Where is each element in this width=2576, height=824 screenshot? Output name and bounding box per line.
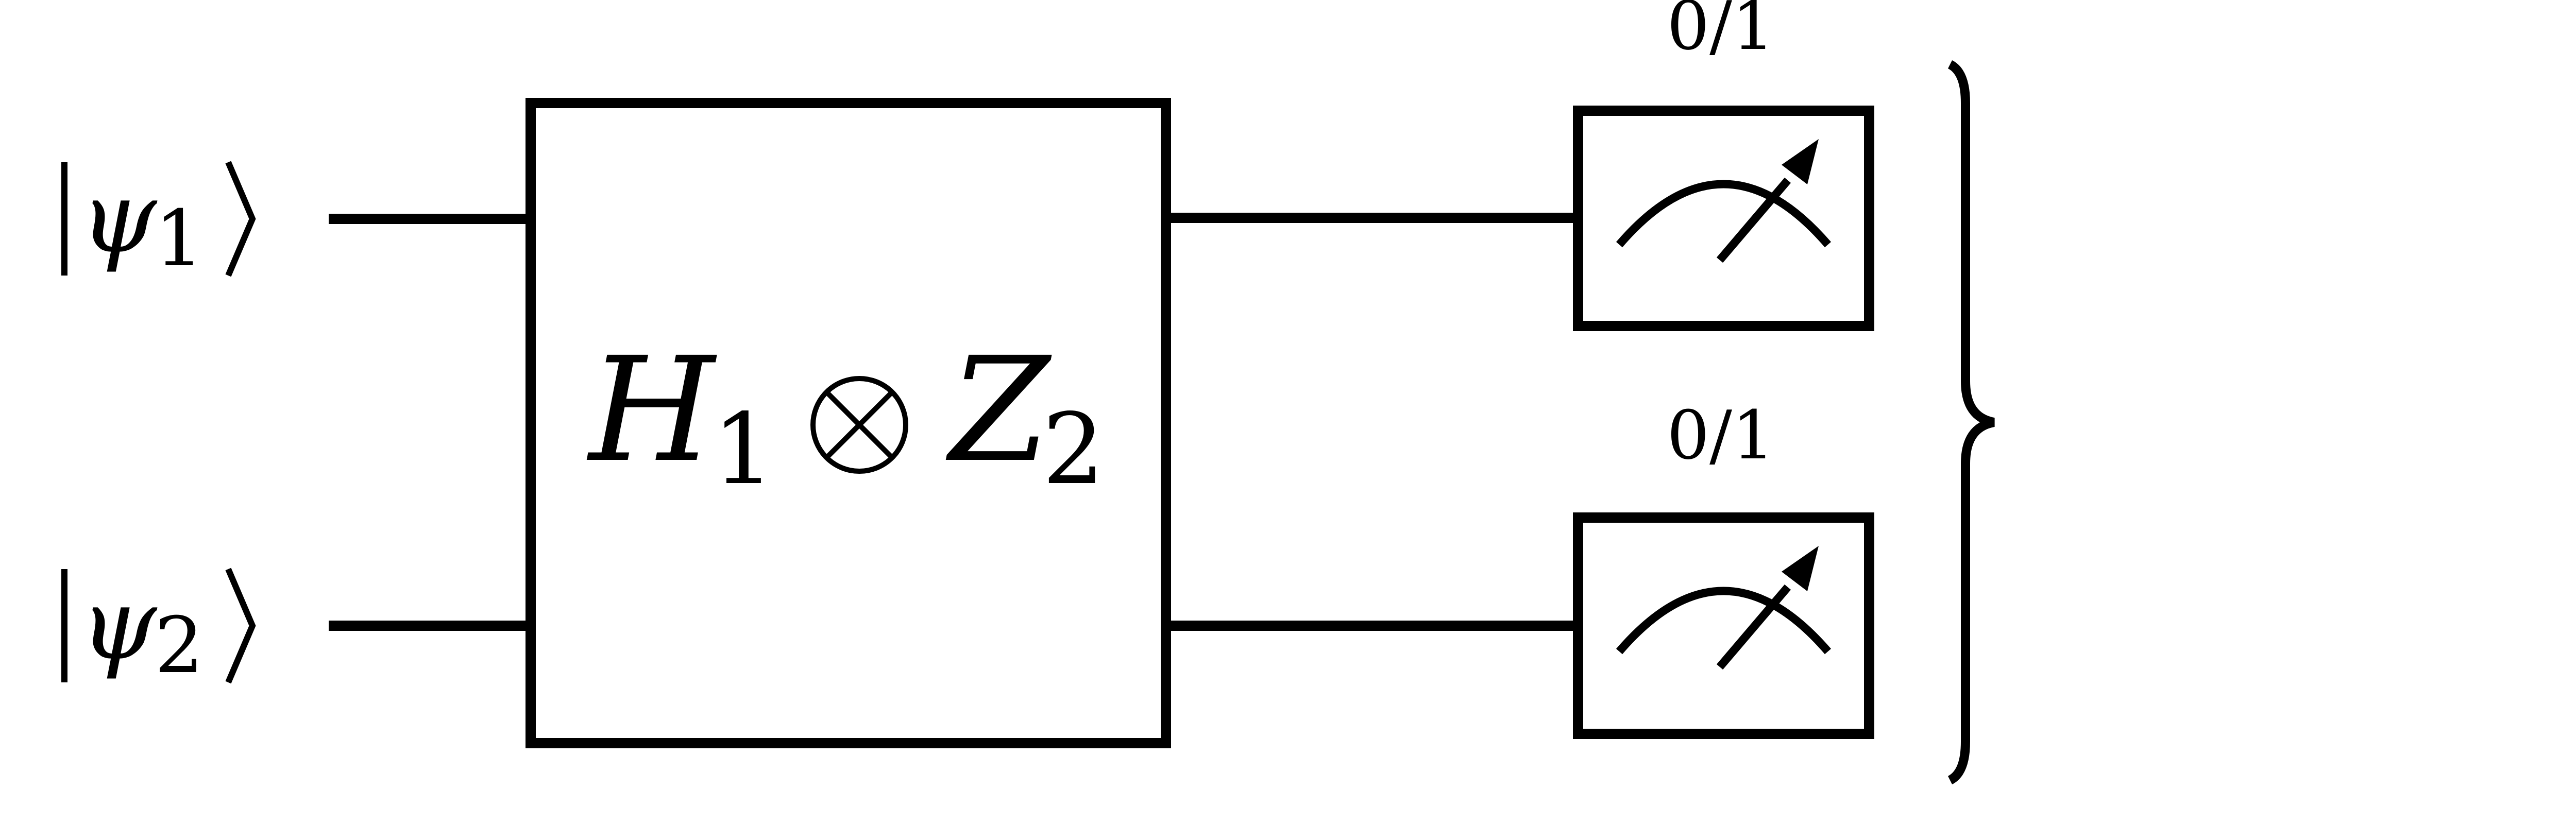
measurement-outcome-label: 0/1 [1667, 0, 1774, 65]
measurement-2: 0/1 [1573, 396, 1874, 739]
ket-symbol: ψ [80, 568, 158, 681]
ket-right-angle [225, 161, 256, 277]
gate-op1-subscript: 1 [713, 392, 775, 506]
wires [329, 213, 1578, 631]
measurement-box [1573, 512, 1874, 739]
ket-right-angle [225, 568, 256, 684]
measurement-1: 0/1 [1573, 0, 1874, 331]
ket-symbol: ψ [80, 161, 158, 274]
measurement-box [1573, 106, 1874, 331]
gate-h1-tensor-z2: H 1 Z 2 [526, 98, 1171, 748]
input-state-2: ψ 2 [61, 568, 256, 691]
gate-op2-symbol: Z [945, 327, 1053, 494]
gate-box [526, 98, 1171, 748]
meter-icon [1616, 139, 1832, 263]
input-state-1: ψ 1 [61, 161, 256, 284]
ket-subscript: 2 [155, 601, 204, 691]
measurement-outcome-label: 0/1 [1667, 396, 1774, 474]
meter-icon [1616, 546, 1832, 670]
tensor-product-icon [810, 376, 908, 474]
right-curly-brace [1947, 60, 1995, 785]
gate-op1-symbol: H [587, 327, 718, 494]
gate-op2-subscript: 2 [1042, 392, 1105, 506]
ket-subscript: 1 [155, 194, 204, 284]
